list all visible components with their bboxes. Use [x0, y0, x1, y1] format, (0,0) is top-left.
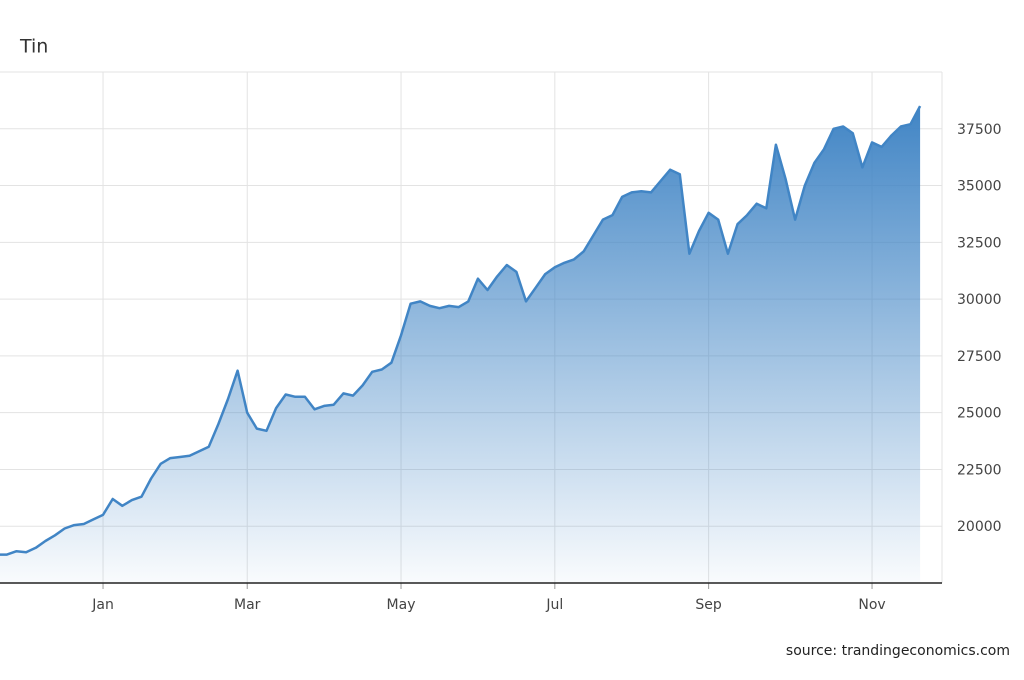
- y-tick-label: 32500: [957, 235, 1002, 251]
- y-tick-label: 25000: [957, 406, 1002, 422]
- y-tick-label: 35000: [957, 179, 1002, 195]
- y-tick-label: 22500: [957, 462, 1002, 478]
- y-tick-label: 30000: [957, 292, 1002, 308]
- y-tick-label: 27500: [957, 349, 1002, 365]
- y-tick-label: 20000: [957, 519, 1002, 535]
- x-tick-label: Jan: [91, 597, 114, 613]
- x-tick-label: Jul: [545, 597, 563, 613]
- x-tick-label: Mar: [234, 597, 261, 613]
- y-tick-label: 37500: [957, 122, 1002, 138]
- x-tick-label: Nov: [858, 597, 885, 613]
- x-tick-label: May: [387, 597, 416, 613]
- line: [0, 105, 922, 556]
- area: [0, 106, 921, 583]
- chart-title: Tin: [19, 36, 48, 58]
- source: source: trandingeconomics.com: [786, 643, 1010, 659]
- x-tick-label: Sep: [695, 597, 722, 613]
